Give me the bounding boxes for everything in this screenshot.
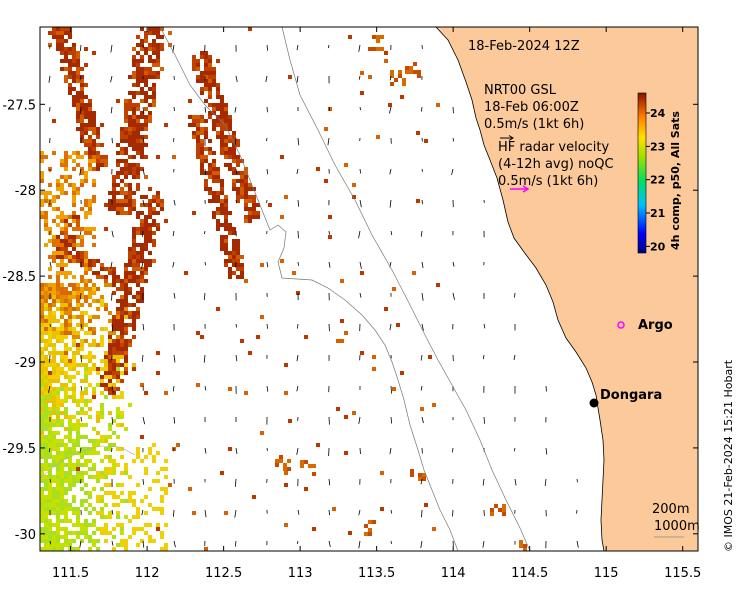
model-label-3: 0.5m/s (1kt 6h)	[484, 117, 584, 132]
lon-tick-label: 115	[594, 566, 619, 581]
lon-tick-label: 113	[288, 566, 313, 581]
radar-label-3: 0.5m/s (1kt 6h)	[498, 174, 598, 189]
map-date-title: 18-Feb-2024 12Z	[468, 39, 580, 54]
axis-tick-labels: 111.5 112 112.5 113 113.5 114 114.5 115 115.5 -27…	[2, 98, 701, 581]
dongara-label: Dongara	[600, 388, 662, 403]
colorbar-tick-label: 24	[650, 107, 666, 120]
lat-tick-label: -27.5	[2, 98, 36, 113]
colorbar-tick-label: 22	[650, 174, 665, 187]
lon-tick-label: 113.5	[358, 566, 395, 581]
model-label-2: 18-Feb 06:00Z	[484, 100, 579, 115]
colorbar-tick-label: 20	[650, 240, 666, 253]
land-mass	[435, 27, 698, 551]
lon-tick-label: 115.5	[664, 566, 701, 581]
plot-frame	[39, 26, 699, 552]
lat-tick-label: -30	[15, 528, 36, 543]
colorbar-label: 4h comp, p50, All Sats	[669, 111, 682, 250]
colorbar-ticks: 20 21 22 23 24	[646, 107, 666, 253]
lon-tick-label: 114	[441, 566, 466, 581]
argo-marker	[617, 321, 625, 329]
dongara-marker	[589, 398, 599, 408]
bathymetry-200m	[281, 27, 531, 551]
lon-tick-label: 112	[135, 566, 160, 581]
lon-tick-label: 114.5	[511, 566, 548, 581]
radar-label-1: HF radar velocity	[498, 140, 610, 155]
lat-tick-label: -29.5	[2, 442, 36, 457]
colorbar	[637, 92, 647, 254]
credit-text: © IMOS 21-Feb-2024 15:21 Hobart	[722, 359, 735, 552]
bathymetry-1000m	[159, 27, 459, 551]
lon-tick-label: 112.5	[205, 566, 242, 581]
model-label-1: NRT00 GSL	[484, 83, 557, 98]
depth-label-1000m: 1000m	[654, 519, 700, 534]
colorbar-tick-label: 21	[650, 207, 665, 220]
lon-tick-label: 111.5	[52, 566, 89, 581]
current-vectors	[48, 44, 579, 549]
argo-label: Argo	[638, 318, 673, 333]
radar-scale-arrow	[510, 185, 530, 193]
sst-field	[40, 27, 527, 551]
depth-label-200m: 200m	[652, 502, 689, 517]
lat-tick-label: -28	[15, 184, 36, 199]
radar-label-2: (4-12h avg) noQC	[498, 157, 614, 172]
bathymetry-deep	[40, 445, 136, 479]
lat-tick-label: -28.5	[2, 270, 36, 285]
axis-ticks	[40, 27, 698, 551]
lat-tick-label: -29	[15, 356, 36, 371]
model-scale-arrow	[500, 135, 514, 141]
colorbar-tick-label: 23	[650, 140, 665, 153]
